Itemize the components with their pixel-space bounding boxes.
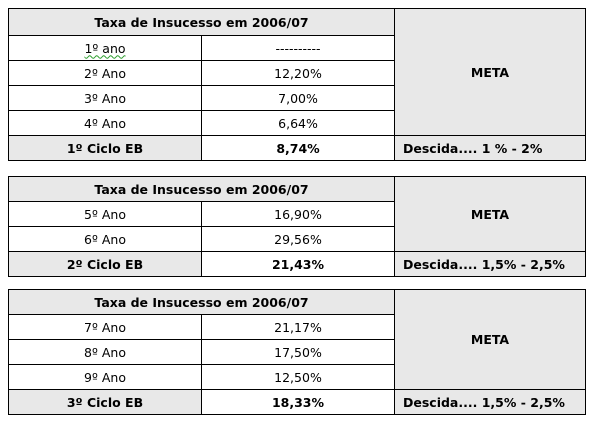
meta-target-value: Descida.... 1,5% - 2,5% [394, 389, 586, 415]
year-text: 1º ano [84, 40, 126, 56]
cycle-total-label: 2º Ciclo EB [8, 251, 202, 277]
rate-value: 6,64% [201, 110, 395, 136]
table-row: 3º Ano 7,00% [8, 85, 586, 111]
rate-value: 16,90% [201, 201, 395, 227]
meta-label: META [394, 176, 586, 252]
table-2-ciclo: Taxa de Insucesso em 2006/07 META 5º Ano… [8, 176, 586, 277]
table-row: Taxa de Insucesso em 2006/07 META [8, 176, 586, 252]
table-row: 1º ano ---------- [8, 35, 586, 61]
year-label: 8º Ano [8, 339, 202, 365]
year-label: 5º Ano [8, 201, 202, 227]
meta-target-value: Descida.... 1,5% - 2,5% [394, 251, 586, 277]
year-label: 4º Ano [8, 110, 202, 136]
year-label: 1º ano [8, 35, 202, 61]
rate-value: 7,00% [201, 85, 395, 111]
table-total-row: 3º Ciclo EB 18,33% Descida.... 1,5% - 2,… [8, 389, 586, 415]
table-row: Taxa de Insucesso em 2006/07 META [8, 289, 586, 390]
table-3-ciclo: Taxa de Insucesso em 2006/07 META 7º Ano… [8, 289, 586, 415]
cycle-total-label: 1º Ciclo EB [8, 135, 202, 161]
rate-value: ---------- [201, 35, 395, 61]
table-header: Taxa de Insucesso em 2006/07 [8, 289, 395, 315]
table-total-row: 1º Ciclo EB 8,74% Descida.... 1 % - 2% [8, 135, 586, 161]
table-total-row: 2º Ciclo EB 21,43% Descida.... 1,5% - 2,… [8, 251, 586, 277]
table-row: 5º Ano 16,90% [8, 201, 586, 227]
rate-value: 21,17% [201, 314, 395, 340]
table-row: 7º Ano 21,17% [8, 314, 586, 340]
meta-label: META [394, 8, 586, 136]
table-row: 4º Ano 6,64% [8, 110, 586, 136]
year-label: 9º Ano [8, 364, 202, 390]
table-row: Taxa de Insucesso em 2006/07 META [8, 8, 586, 136]
table-header: Taxa de Insucesso em 2006/07 [8, 8, 395, 36]
rate-value: 29,56% [201, 226, 395, 252]
year-label: 2º Ano [8, 60, 202, 86]
table-header: Taxa de Insucesso em 2006/07 [8, 176, 395, 202]
rate-value: 12,20% [201, 60, 395, 86]
rate-value: 17,50% [201, 339, 395, 365]
year-label: 7º Ano [8, 314, 202, 340]
cycle-total-value: 8,74% [201, 135, 395, 161]
cycle-total-label: 3º Ciclo EB [8, 389, 202, 415]
cycle-total-value: 21,43% [201, 251, 395, 277]
table-row: 8º Ano 17,50% [8, 339, 586, 365]
year-label: 6º Ano [8, 226, 202, 252]
meta-target-value: Descida.... 1 % - 2% [394, 135, 586, 161]
year-label: 3º Ano [8, 85, 202, 111]
meta-label: META [394, 289, 586, 390]
rate-value: 12,50% [201, 364, 395, 390]
cycle-total-value: 18,33% [201, 389, 395, 415]
table-row: 2º Ano 12,20% [8, 60, 586, 86]
table-1-ciclo: Taxa de Insucesso em 2006/07 META 1º ano… [8, 8, 586, 161]
